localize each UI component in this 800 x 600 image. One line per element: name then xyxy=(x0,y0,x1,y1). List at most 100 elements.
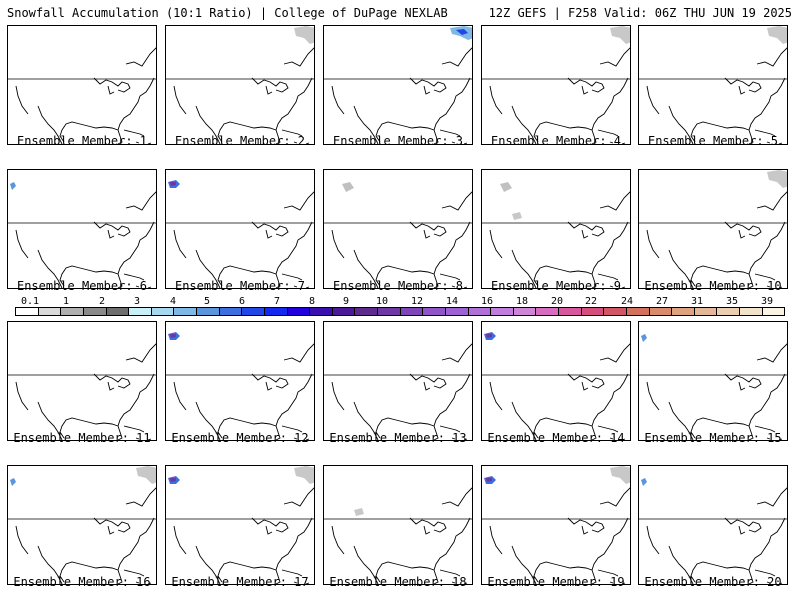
coastline xyxy=(754,273,776,281)
ensemble-member-map xyxy=(323,169,473,289)
map-outline xyxy=(166,180,314,288)
ensemble-member-label: Ensemble Member: 16 xyxy=(13,575,151,589)
colorbar-label: 8 xyxy=(308,296,316,307)
coastline xyxy=(766,285,783,288)
coastline xyxy=(597,273,619,281)
ensemble-member-label: Ensemble Member: 15 xyxy=(644,431,782,445)
ensemble-member-label: Ensemble Member: 20 xyxy=(644,575,782,589)
coastline xyxy=(409,373,447,391)
colorbar-label: 6 xyxy=(238,296,246,307)
snowfall-area xyxy=(610,466,630,484)
map-outline xyxy=(482,466,630,584)
coastline xyxy=(439,425,461,433)
colorbar-label: 39 xyxy=(760,296,774,307)
ensemble-member-label: Ensemble Member: 4 xyxy=(490,134,622,148)
coastline xyxy=(451,285,468,288)
map-outline xyxy=(166,26,314,144)
coastline xyxy=(433,517,471,584)
colorbar-swatch xyxy=(106,308,130,315)
coastline xyxy=(93,373,131,391)
coastline xyxy=(533,121,593,143)
coastline xyxy=(217,417,277,439)
coastline xyxy=(609,141,626,144)
coastline xyxy=(135,437,152,440)
coastline xyxy=(567,77,605,95)
colorbar-swatch xyxy=(559,308,582,315)
colorbar-swatch xyxy=(83,308,107,315)
map-outline xyxy=(324,343,472,440)
coastline xyxy=(766,581,783,584)
coastline xyxy=(15,85,63,144)
colorbar-swatch xyxy=(649,308,673,315)
colorbar-swatch xyxy=(581,308,605,315)
coastline xyxy=(117,373,155,440)
ensemble-member-map xyxy=(638,321,788,441)
coastline xyxy=(173,525,221,584)
coastline xyxy=(533,417,593,439)
map-outline xyxy=(482,332,630,440)
coastline xyxy=(331,229,379,288)
ensemble-member-map xyxy=(481,321,631,441)
colorbar-label: 1 xyxy=(62,296,70,307)
coastline xyxy=(567,221,605,239)
map-outline xyxy=(639,478,787,584)
coastline xyxy=(135,141,152,144)
coastline xyxy=(754,569,776,577)
colorbar-swatch xyxy=(197,308,220,315)
colorbar-label: 5 xyxy=(203,296,211,307)
colorbar-swatch xyxy=(717,308,740,315)
coastline xyxy=(439,129,461,137)
coastline xyxy=(93,517,131,535)
coastline xyxy=(135,581,152,584)
snowfall-area xyxy=(136,466,156,484)
ensemble-member-label: Ensemble Member: 6 xyxy=(16,279,148,293)
coastline xyxy=(597,129,619,137)
colorbar-label: 7 xyxy=(273,296,281,307)
coastline xyxy=(567,517,605,535)
coastline xyxy=(591,77,629,144)
map-outline xyxy=(324,487,472,584)
coastline xyxy=(217,561,277,583)
colorbar-label: 20 xyxy=(550,296,564,307)
colorbar-swatch xyxy=(445,308,469,315)
coastline xyxy=(451,581,468,584)
coastline xyxy=(293,285,310,288)
colorbar-label: 35 xyxy=(725,296,739,307)
coastline xyxy=(756,191,787,211)
colorbar-label: 22 xyxy=(584,296,598,307)
colorbar-swatch xyxy=(129,308,152,315)
coastline xyxy=(433,77,471,144)
coastline xyxy=(283,47,314,67)
ensemble-member-label: Ensemble Member: 1 xyxy=(16,134,148,148)
coastline xyxy=(409,77,447,95)
coastline xyxy=(283,343,314,363)
ensemble-member-map xyxy=(638,25,788,145)
coastline xyxy=(173,381,221,440)
coastline xyxy=(15,229,63,288)
coastline xyxy=(59,121,119,143)
coastline xyxy=(275,373,313,440)
colorbar-label: 12 xyxy=(410,296,424,307)
map-outline xyxy=(8,466,156,584)
coastline xyxy=(409,517,447,535)
coastline xyxy=(59,417,119,439)
snowfall-area xyxy=(294,26,314,44)
coastline xyxy=(331,85,379,144)
snowfall-area xyxy=(170,334,176,338)
coastline xyxy=(281,569,303,577)
coastline xyxy=(293,581,310,584)
coastline xyxy=(375,561,435,583)
coastline xyxy=(281,425,303,433)
coastline xyxy=(117,221,155,288)
coastline xyxy=(123,273,145,281)
coastline xyxy=(93,221,131,239)
map-outline xyxy=(639,26,787,144)
coastline xyxy=(489,85,537,144)
coastline xyxy=(251,221,289,239)
coastline xyxy=(533,265,593,287)
coastline xyxy=(375,265,435,287)
ensemble-member-label: Ensemble Member: 9 xyxy=(490,279,622,293)
coastline xyxy=(597,569,619,577)
coastline xyxy=(293,437,310,440)
map-outline xyxy=(639,334,787,440)
